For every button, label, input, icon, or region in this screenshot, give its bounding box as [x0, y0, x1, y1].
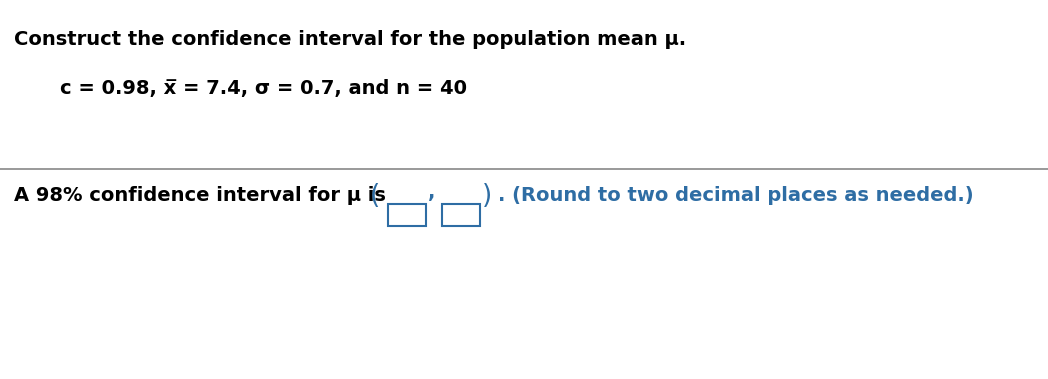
Text: ,: ,	[428, 183, 435, 202]
Text: A 98% confidence interval for μ is: A 98% confidence interval for μ is	[14, 186, 393, 205]
FancyBboxPatch shape	[442, 204, 480, 226]
FancyBboxPatch shape	[388, 204, 425, 226]
Text: (: (	[370, 183, 380, 209]
Text: ): )	[482, 183, 493, 209]
Text: . (Round to two decimal places as needed.): . (Round to two decimal places as needed…	[498, 186, 974, 205]
Text: c = 0.98, x̅ = 7.4, σ = 0.7, and n = 40: c = 0.98, x̅ = 7.4, σ = 0.7, and n = 40	[60, 79, 467, 98]
Text: Construct the confidence interval for the population mean μ.: Construct the confidence interval for th…	[14, 30, 686, 49]
